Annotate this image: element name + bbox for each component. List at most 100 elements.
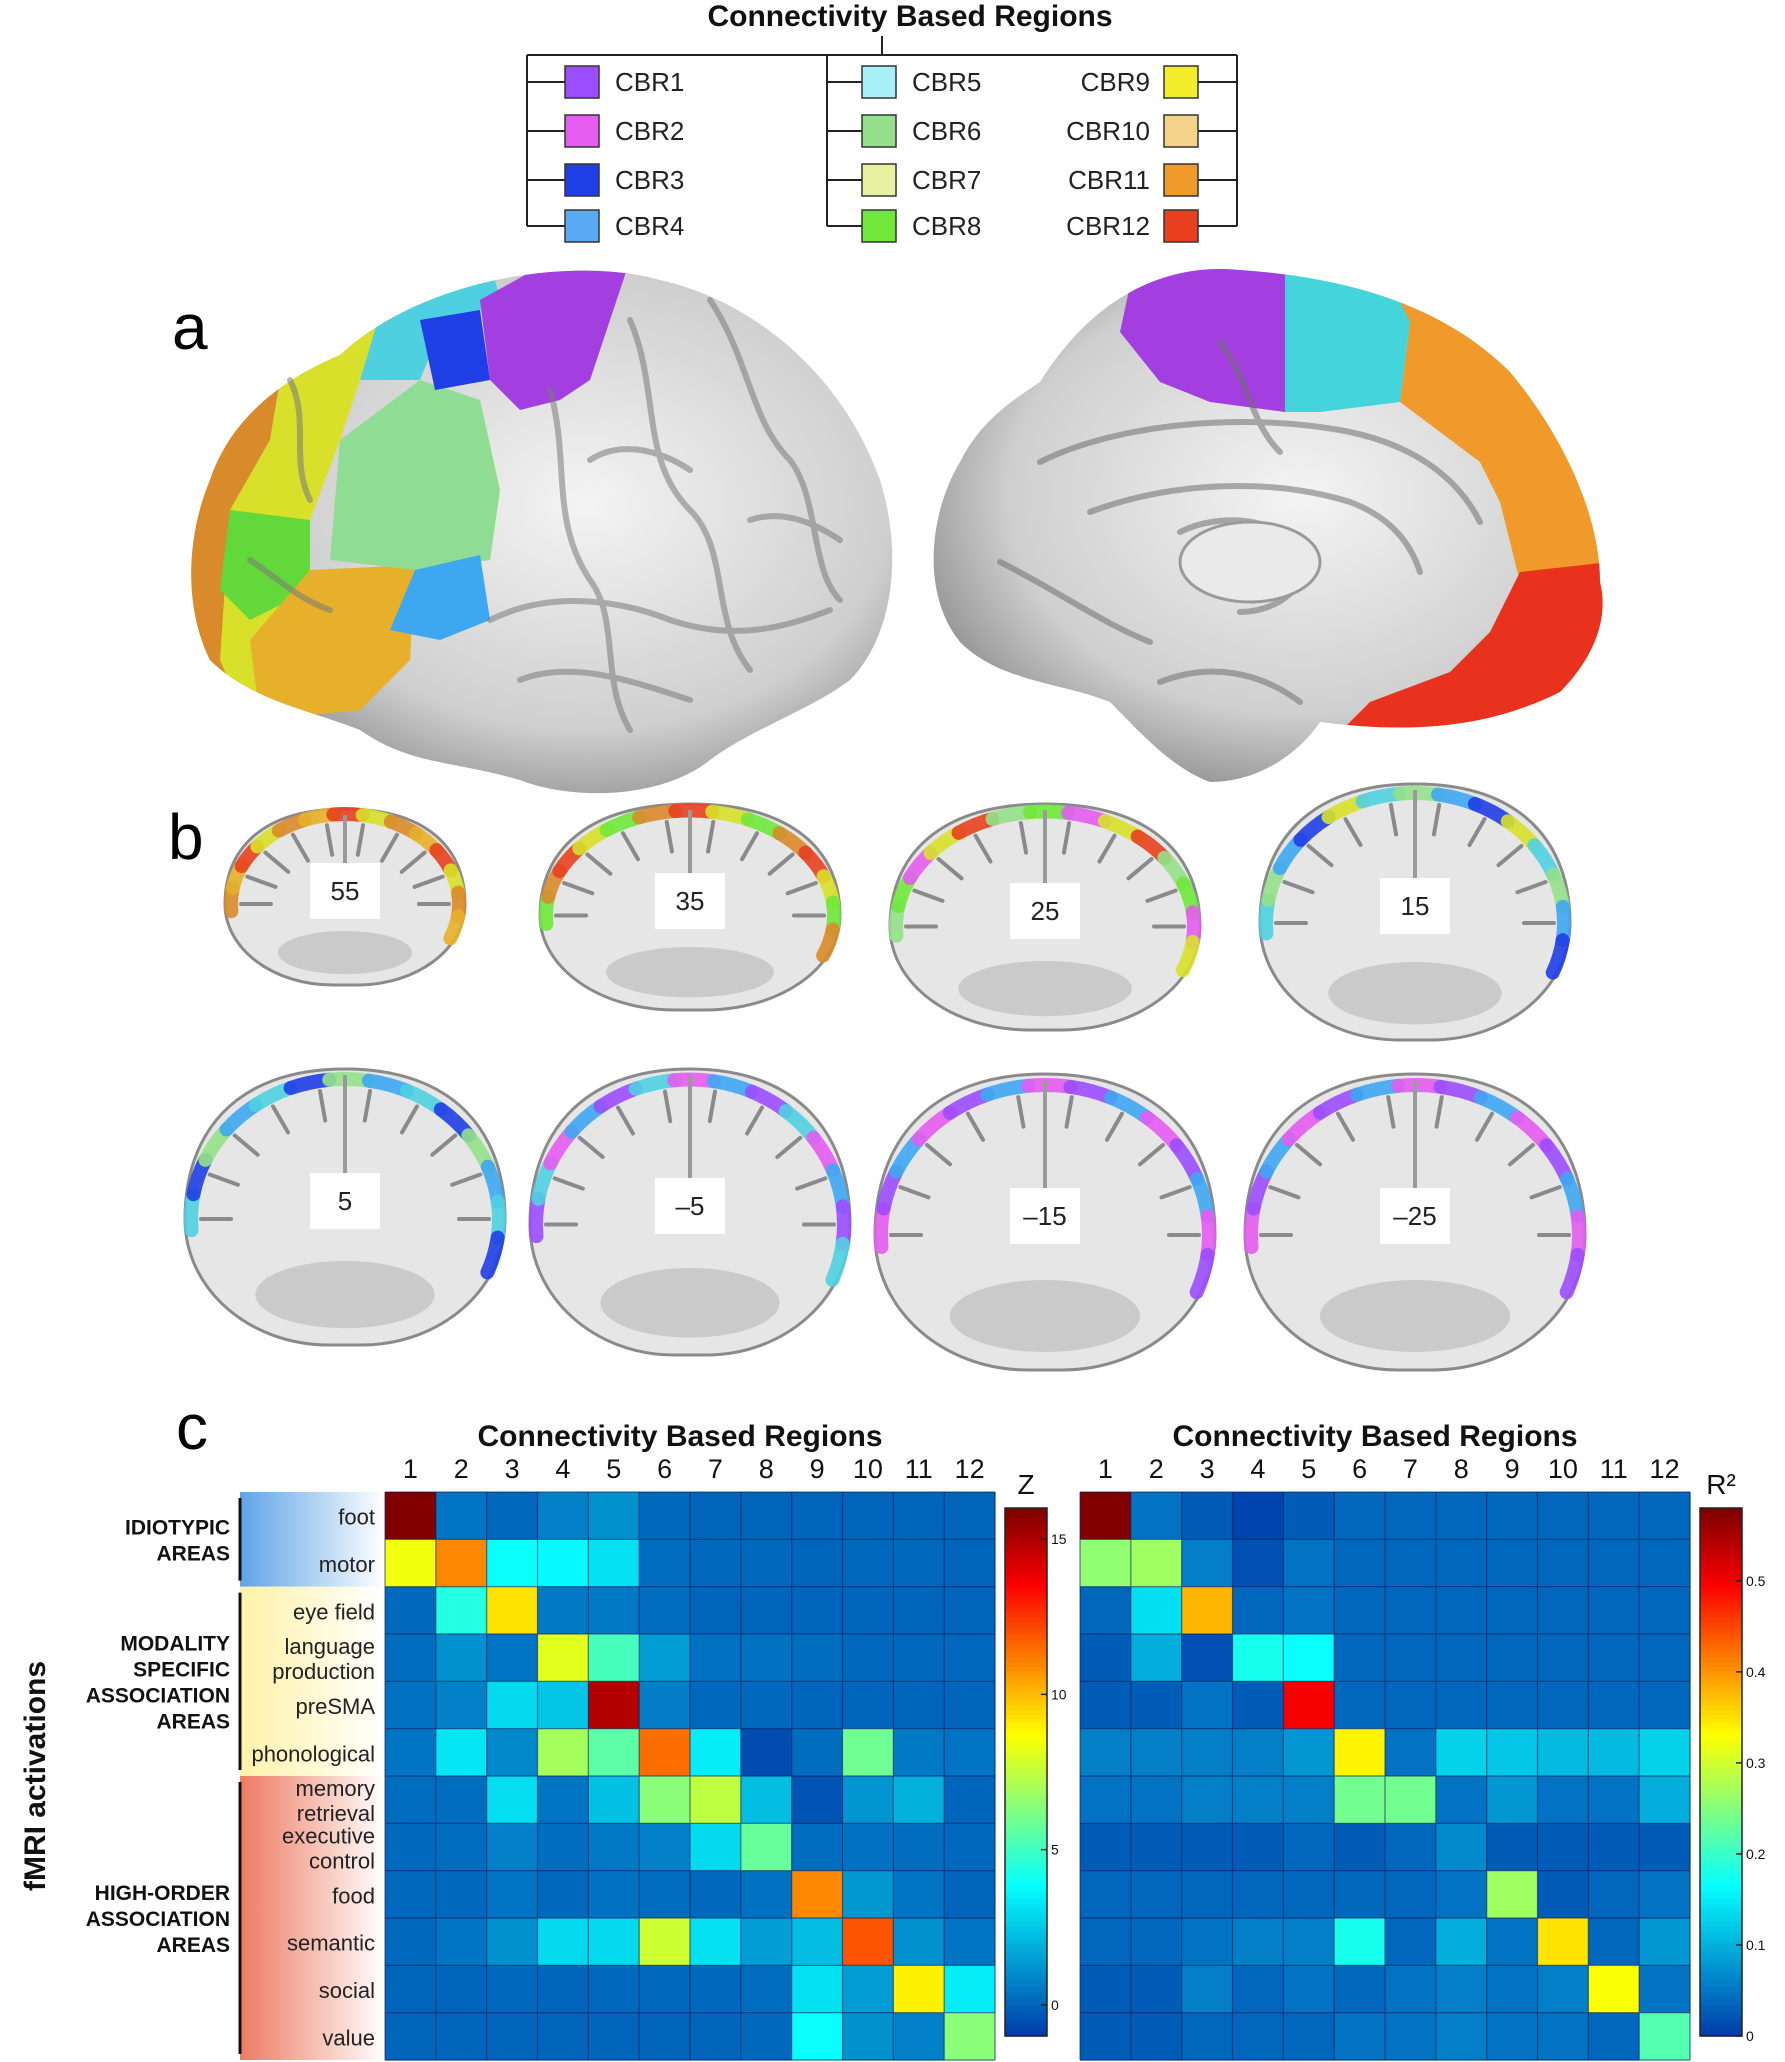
- legend-item-cbr7: CBR7: [827, 163, 981, 197]
- heatmap-cell: [690, 1870, 742, 1919]
- heatmap-cell: [1232, 1728, 1284, 1777]
- heatmap-cell: [1588, 1681, 1640, 1730]
- colorbar-tick: 0.5: [1746, 1573, 1766, 1589]
- heatmap-cell: [1283, 1823, 1335, 1872]
- group-label: IDIOTYPIC: [125, 1516, 230, 1539]
- row-label: foot: [338, 1505, 375, 1530]
- group-strip-high-order: [240, 1776, 385, 2060]
- heatmap-cell: [1639, 1870, 1691, 1919]
- heatmap-cell: [1181, 1681, 1233, 1730]
- heatmap-cell: [791, 1634, 843, 1682]
- heatmap-cell: [1639, 1965, 1691, 2014]
- heatmap-cell: [1486, 1681, 1538, 1730]
- row-label: food: [332, 1883, 375, 1908]
- heatmap-cell: [1334, 1681, 1386, 1730]
- heatmap-cell: [791, 1681, 843, 1730]
- matrix-r2: 1 2 3 4 5 6 7 8 9 10 11 12: [1079, 1454, 1691, 2061]
- slice-label: –25: [1380, 1188, 1450, 1244]
- legend-label: CBR2: [615, 116, 684, 146]
- legend-item-cbr4: CBR4: [527, 209, 684, 243]
- slice-label: 25: [1010, 883, 1080, 939]
- colorbar-tick: 5: [1051, 1842, 1059, 1858]
- heatmap-cell: [690, 1539, 742, 1588]
- heatmap-cell: [1537, 1965, 1589, 2014]
- heatmap-cell: [1130, 1634, 1183, 1682]
- heatmap-cell: [385, 1681, 437, 1730]
- heatmap-cell: [1385, 1539, 1437, 1588]
- legend-label: CBR8: [912, 211, 981, 241]
- row-label: motor: [319, 1552, 375, 1577]
- heatmap-cell: [791, 1586, 843, 1635]
- heatmap-cell: [1385, 1681, 1437, 1730]
- heatmap-cell: [1588, 1965, 1640, 2014]
- heatmap-cell: [385, 1539, 437, 1588]
- heatmap-cell: [537, 1965, 589, 2014]
- heatmap-cell: [944, 1965, 996, 2014]
- heatmap-cell: [1486, 1776, 1538, 1824]
- column-label: 3: [1200, 1454, 1215, 1484]
- heatmap-cell: [740, 1870, 793, 1919]
- heatmap-cell: [639, 1823, 691, 1872]
- heatmap-cell: [1232, 1823, 1284, 1872]
- heatmap-cell: [1232, 1634, 1284, 1682]
- heatmap-cell: [1334, 1870, 1386, 1919]
- heatmap-cell: [893, 1823, 945, 1872]
- heatmap-cell: [1080, 1681, 1132, 1730]
- heatmap-cell: [1334, 1586, 1386, 1635]
- heatmap-cell: [690, 2012, 742, 2061]
- slice-label: 55: [310, 863, 380, 919]
- heatmap-cell: [740, 1492, 793, 1540]
- heatmap-cell: [1435, 1823, 1488, 1872]
- legend-item-cbr10: CBR10: [1066, 114, 1237, 148]
- heatmap-cell: [791, 1965, 843, 2014]
- heatmap-cell: [690, 1634, 742, 1682]
- heatmap-cell: [1537, 1823, 1589, 1872]
- heatmap-cell: [385, 1728, 437, 1777]
- colorbar-tick: 0.1: [1746, 1937, 1766, 1953]
- legend-swatch: [1163, 65, 1199, 99]
- heatmap-cell: [1385, 2012, 1437, 2061]
- heatmap-cell: [791, 1823, 843, 1872]
- legend-swatch: [564, 209, 600, 243]
- heatmap-cell: [944, 1634, 996, 1682]
- heatmap-cell: [435, 1728, 488, 1777]
- heatmap-cell: [1385, 1728, 1437, 1777]
- heatmap-cell: [435, 1965, 488, 2014]
- heatmap-cell: [588, 1539, 640, 1588]
- heatmap-cell: [639, 2012, 691, 2061]
- legend-label: CBR4: [615, 211, 684, 241]
- heatmap-cell: [1639, 1776, 1691, 1824]
- heatmap-cell: [944, 1918, 996, 1966]
- column-label: 7: [708, 1454, 723, 1484]
- colorbar-tick: 0: [1051, 1997, 1059, 2013]
- heatmap-cell: [1181, 1776, 1233, 1824]
- heatmap-cell: [486, 1870, 538, 1919]
- heatmap-cell: [486, 1539, 538, 1588]
- heatmap-cell: [1639, 1918, 1691, 1966]
- row-label: control: [309, 1849, 375, 1874]
- heatmap-cell: [842, 1823, 894, 1872]
- legend-title: Connectivity Based Regions: [707, 0, 1113, 33]
- heatmap-cell: [639, 1492, 691, 1540]
- heatmap-cell: [1486, 2012, 1538, 2061]
- heatmap-cell: [893, 1492, 945, 1540]
- heatmap-cell: [944, 1870, 996, 1919]
- matrix-z: 1 2 3 4 5 6 7 8 9 10 11 12: [384, 1454, 996, 2061]
- heatmap-cell: [1334, 1918, 1386, 1966]
- row-label: executive: [282, 1824, 375, 1849]
- heatmap-cell: [588, 1681, 640, 1730]
- heatmap-cell: [740, 1965, 793, 2014]
- heatmap-cell: [893, 1918, 945, 1966]
- column-label: 4: [555, 1454, 570, 1484]
- column-label: 10: [853, 1454, 883, 1484]
- heatmap-cell: [1486, 1634, 1538, 1682]
- heatmap-cell: [588, 1918, 640, 1966]
- colorbar-tick: 0.3: [1746, 1755, 1766, 1771]
- column-label: 12: [955, 1454, 985, 1484]
- heatmap-cell: [842, 1728, 894, 1777]
- heatmap-cell: [1130, 1539, 1183, 1588]
- heatmap-cell: [385, 1823, 437, 1872]
- heatmap-cell: [944, 1823, 996, 1872]
- column-label: 8: [759, 1454, 774, 1484]
- heatmap-cell: [435, 1681, 488, 1730]
